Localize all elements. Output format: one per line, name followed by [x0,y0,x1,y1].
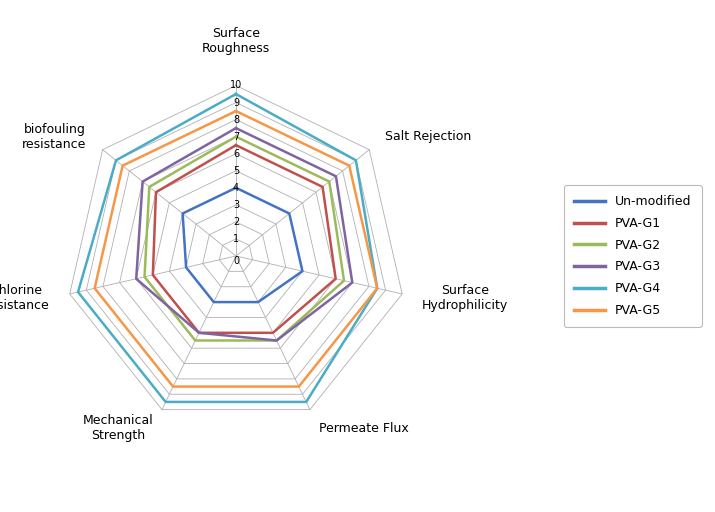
Text: 5: 5 [233,166,239,176]
Text: 7: 7 [233,132,239,142]
Text: 0: 0 [233,256,239,266]
Text: 10: 10 [230,80,242,91]
Text: Chlorine
Resistance: Chlorine Resistance [0,285,50,312]
Text: Surface
Roughness: Surface Roughness [202,27,270,55]
Text: Permeate Flux: Permeate Flux [319,421,408,435]
Text: 6: 6 [233,148,239,159]
Text: Salt Rejection: Salt Rejection [385,131,471,143]
Text: 1: 1 [233,234,239,244]
Text: Mechanical
Strength: Mechanical Strength [82,414,153,442]
Text: Surface
Hydrophilicity: Surface Hydrophilicity [422,285,508,312]
Text: 9: 9 [233,98,239,108]
Text: 2: 2 [233,217,239,227]
Text: 8: 8 [233,115,239,124]
Text: 3: 3 [233,200,239,210]
Text: biofouling
resistance: biofouling resistance [22,123,87,151]
Legend: Un-modified, PVA-G1, PVA-G2, PVA-G3, PVA-G4, PVA-G5: Un-modified, PVA-G1, PVA-G2, PVA-G3, PVA… [564,185,701,327]
Text: 4: 4 [233,183,239,193]
